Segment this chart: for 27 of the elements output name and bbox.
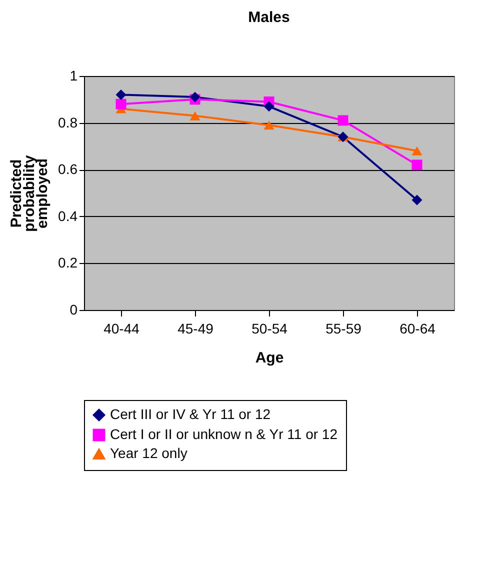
chart-title: Males — [248, 9, 290, 26]
legend-label: Cert I or II or unknow n & Yr 11 or 12 — [110, 426, 338, 442]
x-tick-label: 55-59 — [326, 320, 362, 336]
point — [116, 89, 126, 100]
y-tick-label: 0 — [70, 302, 78, 318]
y-axis-title: Predicted probability employed — [8, 154, 52, 232]
point — [412, 160, 422, 170]
y-tick-label: 0.8 — [58, 114, 78, 130]
point — [264, 120, 274, 130]
point — [116, 98, 126, 110]
point — [190, 92, 200, 102]
legend-label: Cert III or IV & Yr 11 or 12 — [110, 406, 271, 422]
point — [412, 194, 422, 206]
x-axis-title: Age — [255, 350, 284, 366]
y-tick-label: 0.2 — [58, 254, 78, 271]
legend-label: Year 12 only — [110, 445, 188, 461]
y-tick-label: 0.6 — [58, 161, 78, 178]
x-tick-label: 40-44 — [104, 320, 140, 336]
x-tick-label: 45-49 — [178, 320, 214, 336]
point — [412, 146, 422, 156]
point — [264, 101, 274, 112]
y-tick-label: 1 — [70, 68, 78, 84]
y-tick-label: 0.4 — [58, 208, 78, 224]
x-tick-label: 60-64 — [400, 320, 436, 336]
x-tick-label: 50-54 — [252, 320, 288, 336]
point — [338, 115, 348, 126]
point — [190, 111, 200, 120]
